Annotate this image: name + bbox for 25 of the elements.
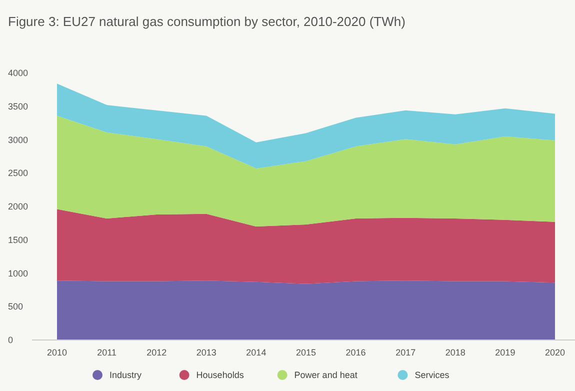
x-tick-label: 2015	[296, 347, 316, 358]
legend-label: Industry	[110, 370, 142, 380]
chart-title: Figure 3: EU27 natural gas consumption by sector, 2010-2020 (TWh)	[8, 14, 406, 29]
x-tick-label: 2020	[544, 347, 566, 358]
y-tick-label: 3000	[8, 134, 28, 145]
legend-label: Households	[196, 370, 244, 380]
x-tick-label: 2011	[97, 347, 116, 358]
y-tick-label: 500	[8, 302, 24, 312]
x-tick-label: 2017	[396, 347, 416, 358]
y-tick-label: 2500	[8, 168, 28, 178]
x-tick-label: 2013	[196, 347, 216, 358]
y-tick-label: 2000	[8, 202, 28, 212]
x-tick-label: 2014	[246, 347, 266, 358]
y-tick-label: 1000	[8, 268, 28, 278]
x-tick-label: 2019	[495, 347, 516, 358]
legend-label: Services	[414, 370, 450, 380]
x-tick-label: 2010	[46, 347, 68, 358]
legend-label: Power and heat	[294, 370, 358, 380]
x-tick-label: 2016	[346, 347, 366, 358]
y-tick-label: 0	[8, 335, 14, 345]
y-tick-label: 3500	[8, 101, 28, 112]
x-tick-label: 2018	[445, 347, 466, 358]
y-tick-label: 1500	[8, 234, 28, 245]
x-tick-label: 2012	[146, 347, 167, 358]
y-tick-label: 4000	[8, 68, 28, 78]
